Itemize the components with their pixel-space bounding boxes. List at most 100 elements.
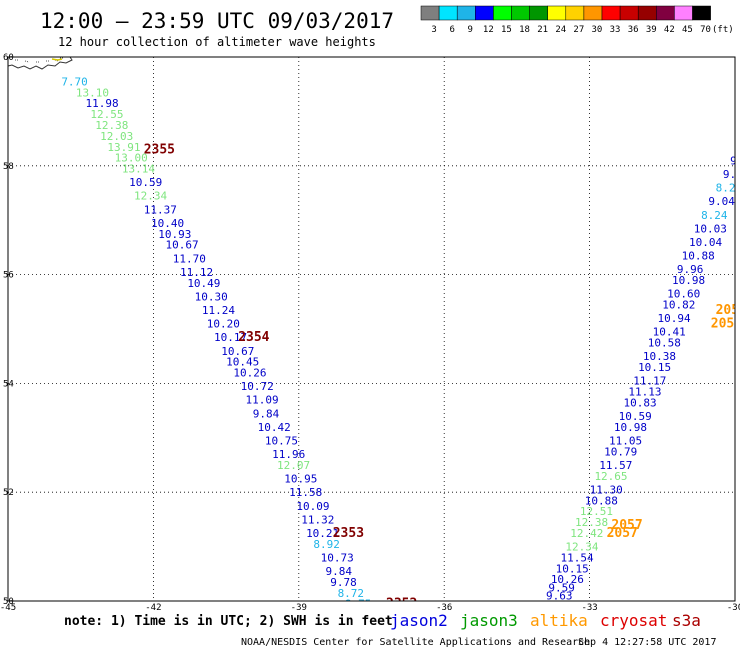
swh-value-label: 11.98: [86, 97, 119, 110]
footnote: note: 1) Time is in UTC; 2) SWH is in fe…: [64, 614, 393, 629]
swh-value-label: 10.41: [653, 326, 686, 339]
pass-time-label: 2352: [386, 597, 417, 612]
swh-value-label: 13.10: [76, 86, 109, 99]
legend-bin-label: 12: [483, 25, 494, 35]
y-tick-label: 54: [3, 379, 14, 389]
legend-swatch: [511, 5, 530, 21]
legend-swatch: [583, 5, 603, 21]
swh-value-label: 7.70: [61, 75, 88, 88]
swh-value-label: 9.63: [546, 590, 573, 603]
legend-swatch: [674, 5, 693, 21]
swh-value-label: 11.17: [633, 375, 666, 388]
swh-value-label: 10.88: [682, 250, 715, 263]
plot-frame: [7, 56, 736, 602]
chart-subtitle: 12 hour collection of altimeter wave hei…: [58, 35, 376, 49]
x-tick-label: -36: [436, 603, 452, 613]
swh-value-label: 9.84: [253, 407, 280, 420]
swh-value-label: 13.00: [115, 152, 148, 165]
legend-bin-label: 36: [628, 25, 639, 35]
pass-time-label: 2056: [716, 303, 740, 318]
swh-value-label: 10.20: [207, 318, 240, 331]
satellite-legend: jason2 jason3 altika cryosat s3a: [390, 611, 701, 630]
swh-value-label: 10.72: [241, 380, 274, 393]
legend-swatch: [456, 5, 476, 21]
legend-bin-label: 42: [664, 25, 675, 35]
y-tick-label: 52: [3, 488, 14, 498]
swh-value-label: 10.15: [638, 361, 671, 374]
swh-value-label: 12.03: [100, 130, 133, 143]
legend-swatch: [420, 5, 440, 21]
swh-value-label: 10.98: [672, 274, 705, 287]
legend-bin-label: 21: [537, 25, 548, 35]
swh-value-label: 10.58: [648, 337, 681, 350]
swh-value-label: 8.24: [701, 209, 728, 222]
swh-value-label: 10.67: [221, 345, 254, 358]
satellite-label-jason2: jason2: [390, 611, 448, 630]
swh-value-label: 11.05: [609, 435, 642, 448]
y-tick-label: 56: [3, 271, 14, 281]
legend-swatch: [547, 5, 567, 21]
swh-value-label: 11.54: [561, 551, 594, 564]
satellite-label-s3a: s3a: [672, 611, 701, 630]
legend-bin-label: 30: [592, 25, 603, 35]
swh-value-label: 11.58: [289, 486, 322, 499]
timestamp-text: Sep 4 12:27:58 UTC 2017: [578, 637, 716, 648]
swh-value-label: 8.72: [338, 587, 365, 600]
legend-bin-label: 70: [700, 25, 711, 35]
swh-value-label: 10.98: [614, 421, 647, 434]
legend-bin-label: 45: [682, 25, 693, 35]
swh-value-label: 10.38: [643, 350, 676, 363]
swh-value-label: 12.38: [95, 119, 128, 132]
legend-bin-label: 15: [501, 25, 512, 35]
x-tick-label: -30: [727, 603, 740, 613]
swh-value-label: 8.22: [716, 182, 740, 195]
swh-value-label: 12.38: [575, 516, 608, 529]
swh-value-label: 10.17: [214, 331, 247, 344]
satellite-label-jason3: jason3: [460, 611, 518, 630]
swh-value-label: 8.92: [313, 538, 340, 551]
swh-value-label: 10.09: [296, 500, 329, 513]
swh-value-label: 11.57: [599, 459, 632, 472]
legend-swatch: [475, 5, 494, 21]
swh-value-label: 10.15: [556, 562, 589, 575]
swh-value-label: 9.04: [708, 195, 735, 208]
swh-value-label: 10.30: [195, 290, 228, 303]
swh-value-label: 11.37: [144, 203, 177, 216]
swh-value-label: 10.82: [662, 299, 695, 312]
swh-value-label: 10.93: [158, 228, 191, 241]
legend-swatch: [565, 5, 585, 21]
pass-time-label: 2056: [711, 317, 740, 332]
swh-value-label: 9.84: [325, 565, 352, 578]
y-tick-label: 58: [3, 162, 14, 172]
x-tick-labels: -45 -42 -39 -36 -33 -30: [0, 603, 740, 613]
legend-swatch: [493, 5, 512, 21]
swh-value-label: 9.96: [677, 263, 704, 276]
pass-time-label: 2057: [611, 518, 642, 533]
swh-value-label: 10.42: [258, 421, 291, 434]
swh-value-label: 11.30: [590, 483, 623, 496]
legend-swatch: [529, 5, 548, 21]
swh-value-label: 10.03: [694, 222, 727, 235]
satellite-label-cryosat: cryosat: [600, 611, 667, 630]
swh-value-label: 10.83: [624, 396, 657, 409]
swh-value-label: 10.79: [604, 445, 637, 458]
swh-value-label: 10.26: [233, 367, 266, 380]
greenland-coast-shape: [8, 57, 73, 70]
legend-swatch: [601, 5, 621, 21]
satellite-label-altika: altika: [530, 611, 588, 630]
swh-value-label: 11.32: [301, 513, 334, 526]
swh-value-label: 12.42: [570, 527, 603, 540]
swh-value-label: 13.14: [122, 163, 155, 176]
swh-value-label: 9.78: [330, 576, 357, 589]
swh-value-label: 12.65: [594, 470, 627, 483]
pass-time-label: 2353: [333, 526, 364, 541]
legend-bin-label: 24: [555, 25, 566, 35]
coastline-fragment: [8, 57, 73, 70]
pass-time-label: 2354: [238, 330, 269, 345]
legend-swatch: [619, 5, 639, 21]
swh-value-label: 12.34: [565, 541, 598, 554]
swh-color-legend: 3 6 9 12 15 18 21 24 27 30 33 36 39 42 45 70: [420, 5, 711, 35]
